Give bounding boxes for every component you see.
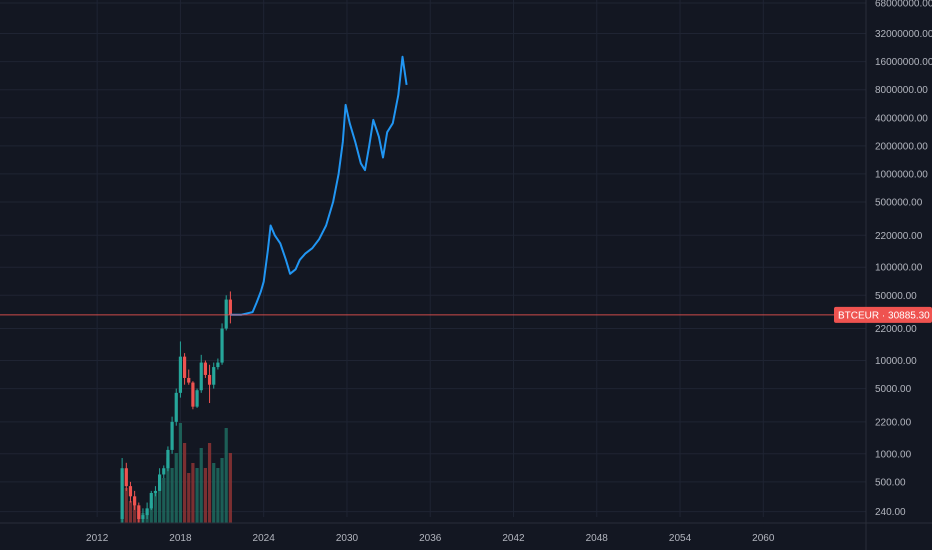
time-axis[interactable]: 2012 2018 2024 2030 2036 2042 2048 2054 2060 — [0, 522, 932, 544]
y-tick-label: 2000000.00 — [875, 141, 928, 152]
x-tick-label: 2012 — [86, 533, 109, 544]
y-tick-label: 8000000.00 — [875, 85, 928, 96]
candle-body — [124, 468, 128, 487]
separator-text: · — [882, 310, 888, 321]
projection-line-group — [230, 55, 408, 316]
candle-body — [182, 356, 187, 378]
candle-body — [120, 468, 124, 519]
volume-bar — [212, 463, 216, 523]
candle-body — [220, 328, 224, 363]
candle-body — [149, 492, 153, 509]
y-tick-label: 240.00 — [875, 507, 906, 518]
candle-body — [216, 362, 220, 368]
y-tick-label: 4000000.00 — [875, 113, 928, 124]
volume-bar — [207, 443, 212, 523]
price-axis[interactable]: 240.00 500.00 1000.00 2200.00 5000.00 10000.0… — [865, 0, 932, 550]
symbol-text: BTCEUR — [838, 310, 879, 321]
y-tick-label: 500.00 — [875, 477, 906, 488]
y-tick-label: 10000.00 — [875, 356, 917, 367]
x-tick-label: 2054 — [669, 533, 692, 544]
y-tick-label: 220000.00 — [875, 231, 923, 242]
volume-bar — [187, 473, 191, 523]
y-tick-label: 32000000.00 — [875, 29, 932, 40]
volume-bar — [195, 468, 199, 523]
y-tick-label: 68000000.00 — [875, 0, 932, 10]
candle-body — [212, 367, 216, 385]
volume-bar — [182, 443, 187, 523]
volume-bar — [191, 463, 195, 523]
volume-bar — [128, 501, 133, 523]
volume-bar — [199, 448, 203, 523]
candle-body — [191, 382, 195, 407]
volume-bar — [228, 453, 232, 523]
volume-bar — [174, 453, 178, 523]
last-price-label-text: BTCEUR · 30885.30 — [838, 310, 930, 321]
candle-body — [199, 362, 203, 391]
y-tick-label: 2200.00 — [875, 417, 912, 428]
y-tick-label: 5000.00 — [875, 384, 912, 395]
candle-body — [128, 486, 133, 497]
grid-lines — [0, 0, 866, 517]
candle-body — [166, 449, 170, 469]
y-tick-label: 1000000.00 — [875, 169, 928, 180]
y-tick-label: 500000.00 — [875, 198, 923, 209]
y-tick-label: 16000000.00 — [875, 57, 932, 68]
volume-bar — [224, 428, 228, 523]
last-price-label-bg — [834, 306, 932, 323]
volume-bar — [216, 468, 220, 523]
volume-bar — [178, 423, 183, 523]
volume-bar — [220, 458, 224, 523]
candle-body — [228, 299, 232, 315]
volume-bar — [149, 503, 153, 523]
x-tick-label: 2024 — [253, 533, 276, 544]
y-tick-label: 100000.00 — [875, 263, 923, 274]
candle-body — [141, 515, 145, 519]
candle-body — [145, 508, 149, 516]
volume-bar — [133, 505, 137, 523]
candle-body — [178, 356, 183, 393]
volume-bar — [124, 488, 128, 523]
volume-bar — [153, 493, 158, 523]
y-tick-label: 1000.00 — [875, 449, 912, 460]
candle-body — [207, 374, 212, 385]
candle-body — [170, 421, 174, 450]
x-tick-label: 2036 — [419, 533, 442, 544]
x-tick-label: 2042 — [502, 533, 525, 544]
x-tick-label: 2030 — [336, 533, 359, 544]
candle-body — [137, 505, 141, 519]
candle-body — [153, 490, 158, 493]
candle-body — [157, 474, 162, 491]
candle-body — [203, 362, 207, 375]
candle-body — [224, 299, 228, 329]
candle-body — [187, 377, 191, 383]
x-tick-label: 2060 — [752, 533, 775, 544]
projection-line — [230, 55, 408, 316]
y-tick-label: 22000.00 — [875, 324, 917, 335]
volume-bar — [170, 468, 174, 523]
y-tick-label: 50000.00 — [875, 291, 917, 302]
last-price-label: BTCEUR · 30885.30 — [834, 306, 932, 323]
volume-bar — [203, 468, 207, 523]
candle-body — [195, 390, 199, 407]
volume-bar — [157, 483, 162, 523]
candle-body — [133, 496, 137, 506]
last-price-text: 30885.30 — [888, 310, 930, 321]
candle-body — [162, 468, 166, 475]
x-tick-label: 2048 — [586, 533, 609, 544]
candle-body — [174, 392, 178, 422]
volume-bar — [166, 458, 170, 523]
historical-candles — [120, 291, 232, 524]
volume-bar — [162, 478, 166, 523]
x-tick-label: 2018 — [169, 533, 192, 544]
